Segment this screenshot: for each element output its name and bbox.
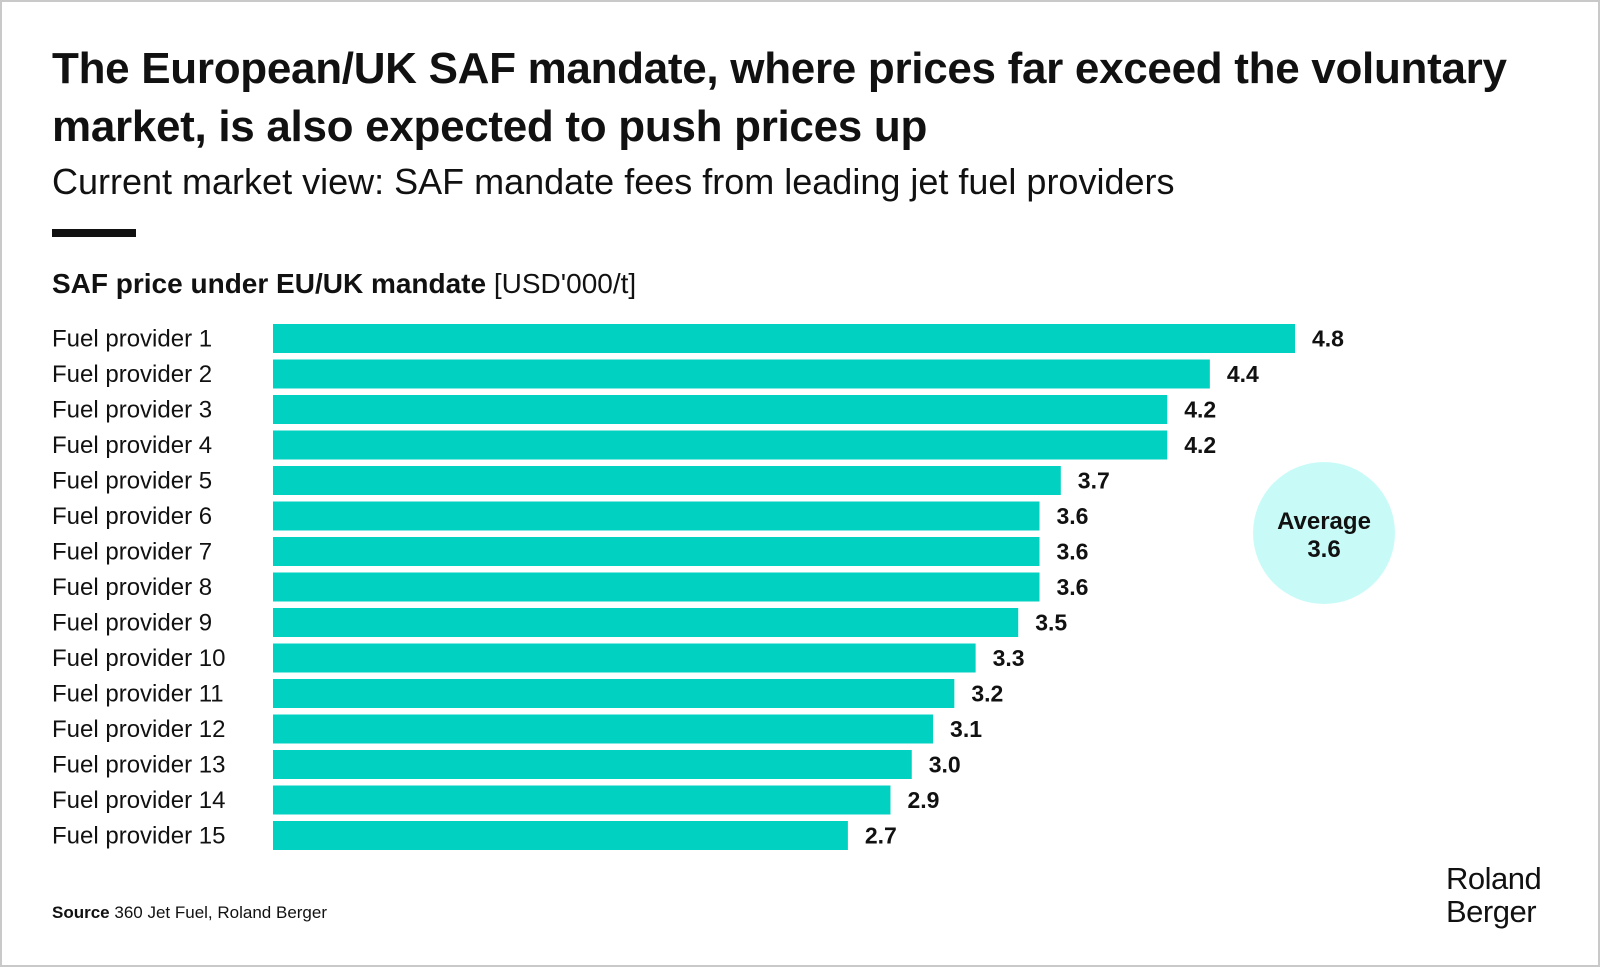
- category-label: Fuel provider 8: [52, 574, 212, 601]
- source-text: 360 Jet Fuel, Roland Berger: [114, 903, 327, 922]
- average-value: 3.6: [1307, 536, 1340, 563]
- value-label: 4.2: [1184, 432, 1216, 458]
- logo-line-1: Roland: [1446, 861, 1542, 896]
- value-label: 3.2: [971, 681, 1003, 707]
- category-label: Fuel provider 6: [52, 503, 212, 530]
- bar: [273, 395, 1168, 424]
- category-label: Fuel provider 2: [52, 361, 212, 388]
- category-label: Fuel provider 9: [52, 610, 212, 637]
- bar: [273, 324, 1295, 353]
- bar: [273, 501, 1040, 531]
- source-note: Source 360 Jet Fuel, Roland Berger: [52, 902, 327, 924]
- value-label: 3.6: [1057, 503, 1089, 529]
- source-label: Source: [52, 903, 110, 922]
- chart-heading-label: SAF price under EU/UK mandate: [52, 268, 487, 299]
- value-label: 2.7: [865, 823, 897, 849]
- bar: [273, 359, 1210, 389]
- category-label: Fuel provider 11: [52, 681, 224, 708]
- chart-heading: SAF price under EU/UK mandate [USD'000/t…: [52, 264, 636, 304]
- value-label: 3.6: [1057, 574, 1089, 600]
- value-label: 3.0: [929, 752, 961, 778]
- category-label: Fuel provider 1: [52, 326, 212, 353]
- average-bubble: [1253, 462, 1395, 604]
- page-title: The European/UK SAF mandate, where price…: [52, 44, 1507, 151]
- bar: [273, 466, 1061, 495]
- bar: [273, 430, 1168, 460]
- value-label: 3.7: [1078, 468, 1110, 494]
- category-label: Fuel provider 3: [52, 397, 212, 424]
- bar: [273, 714, 934, 744]
- category-label: Fuel provider 5: [52, 468, 212, 495]
- value-label: 3.5: [1035, 610, 1067, 636]
- category-label: Fuel provider 12: [52, 716, 225, 743]
- bar-chart: Fuel provider 1 4.8 Fuel provider 2 4.4 Fuel…: [52, 324, 1395, 850]
- average-label: Average: [1277, 508, 1371, 535]
- title-divider: [52, 229, 136, 237]
- bar: [273, 643, 976, 673]
- category-label: Fuel provider 4: [52, 432, 212, 459]
- value-label: 3.3: [993, 645, 1025, 671]
- roland-berger-logo: Roland Berger: [1446, 861, 1542, 929]
- chart-heading-unit: [USD'000/t]: [493, 268, 637, 299]
- bar: [273, 572, 1040, 602]
- bar: [273, 679, 955, 708]
- value-label: 4.2: [1184, 397, 1216, 423]
- bar: [273, 608, 1019, 637]
- logo-line-2: Berger: [1446, 894, 1537, 929]
- category-label: Fuel provider 15: [52, 823, 225, 850]
- category-label: Fuel provider 13: [52, 752, 225, 779]
- value-label: 3.6: [1057, 539, 1089, 565]
- value-label: 4.8: [1312, 326, 1344, 352]
- category-label: Fuel provider 7: [52, 539, 212, 566]
- bar: [273, 821, 848, 850]
- value-label: 2.9: [907, 787, 939, 813]
- value-label: 4.4: [1227, 361, 1259, 387]
- category-label: Fuel provider 10: [52, 645, 225, 672]
- category-label: Fuel provider 14: [52, 787, 225, 814]
- page-subtitle: Current market view: SAF mandate fees fr…: [52, 161, 1175, 202]
- value-label: 3.1: [950, 716, 982, 742]
- bar: [273, 785, 891, 815]
- bar: [273, 750, 912, 779]
- bar: [273, 537, 1040, 566]
